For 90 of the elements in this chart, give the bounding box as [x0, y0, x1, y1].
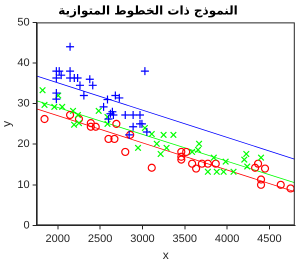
x-tick-label: 3000 [130, 233, 155, 246]
point [177, 148, 186, 156]
point [58, 103, 66, 110]
point [86, 118, 95, 128]
point [198, 160, 206, 168]
point [121, 148, 130, 156]
point [137, 119, 147, 128]
point [220, 168, 228, 176]
point [50, 103, 58, 110]
point [188, 160, 196, 168]
point [141, 124, 148, 132]
point [66, 110, 74, 120]
point [212, 160, 220, 168]
point [222, 158, 230, 166]
point [213, 168, 220, 176]
point [114, 93, 124, 103]
point [112, 120, 120, 128]
point [204, 160, 212, 168]
point [256, 175, 266, 184]
point [188, 148, 196, 156]
point [52, 94, 61, 104]
x-tick-label: 3500 [172, 233, 198, 246]
point [286, 184, 295, 193]
x-tick-label: 4000 [214, 233, 240, 246]
point [254, 160, 262, 168]
point [251, 164, 260, 172]
point [39, 86, 46, 94]
point [104, 134, 113, 144]
point [276, 180, 285, 189]
point [204, 168, 212, 176]
point [104, 114, 114, 124]
point [135, 110, 145, 120]
point [135, 119, 145, 128]
point [73, 73, 82, 83]
y-tick-label: 0 [24, 219, 30, 232]
point [230, 168, 237, 176]
point [86, 122, 95, 131]
point [70, 121, 78, 128]
y-tick-label: 10 [17, 178, 30, 191]
point [120, 110, 130, 120]
point [128, 110, 138, 120]
point [258, 154, 264, 162]
point [40, 114, 49, 124]
y-tick-label: 50 [17, 16, 30, 28]
point [70, 107, 76, 114]
point [95, 107, 102, 114]
point [110, 90, 120, 100]
point [148, 164, 156, 172]
point [210, 154, 218, 162]
x-tick-label: 2500 [88, 233, 112, 246]
chart-title: النموذج ذات الخطوط المتوازية [58, 3, 238, 18]
point [244, 163, 251, 170]
point [153, 140, 160, 148]
point [54, 92, 62, 99]
point [41, 101, 48, 108]
point [160, 131, 168, 138]
point [177, 152, 186, 161]
point [74, 114, 84, 124]
y-tick-label: 20 [17, 138, 30, 150]
point [163, 144, 170, 152]
y-tick-label: 30 [17, 98, 30, 110]
y-tick-label: 40 [17, 57, 30, 70]
point [52, 88, 61, 98]
x-tick-label: 2000 [46, 233, 70, 246]
point [170, 131, 177, 138]
point [75, 80, 85, 90]
point [134, 144, 142, 152]
point [148, 130, 156, 138]
point [98, 102, 108, 112]
point [140, 66, 150, 76]
point [102, 94, 112, 104]
point [54, 66, 64, 76]
point [52, 73, 61, 83]
point [108, 107, 117, 116]
point [65, 42, 75, 52]
point [157, 150, 164, 158]
point [256, 180, 266, 189]
point [260, 164, 270, 173]
point [177, 156, 186, 164]
point [108, 110, 118, 120]
point [142, 127, 152, 137]
x-axis-title: x [162, 248, 169, 262]
y-axis-title: y [0, 120, 14, 127]
point [92, 122, 100, 131]
point [128, 122, 138, 132]
x-tick-label: 4500 [257, 233, 282, 246]
point [110, 134, 119, 144]
point [192, 164, 200, 173]
point [79, 90, 88, 100]
point [182, 148, 190, 156]
